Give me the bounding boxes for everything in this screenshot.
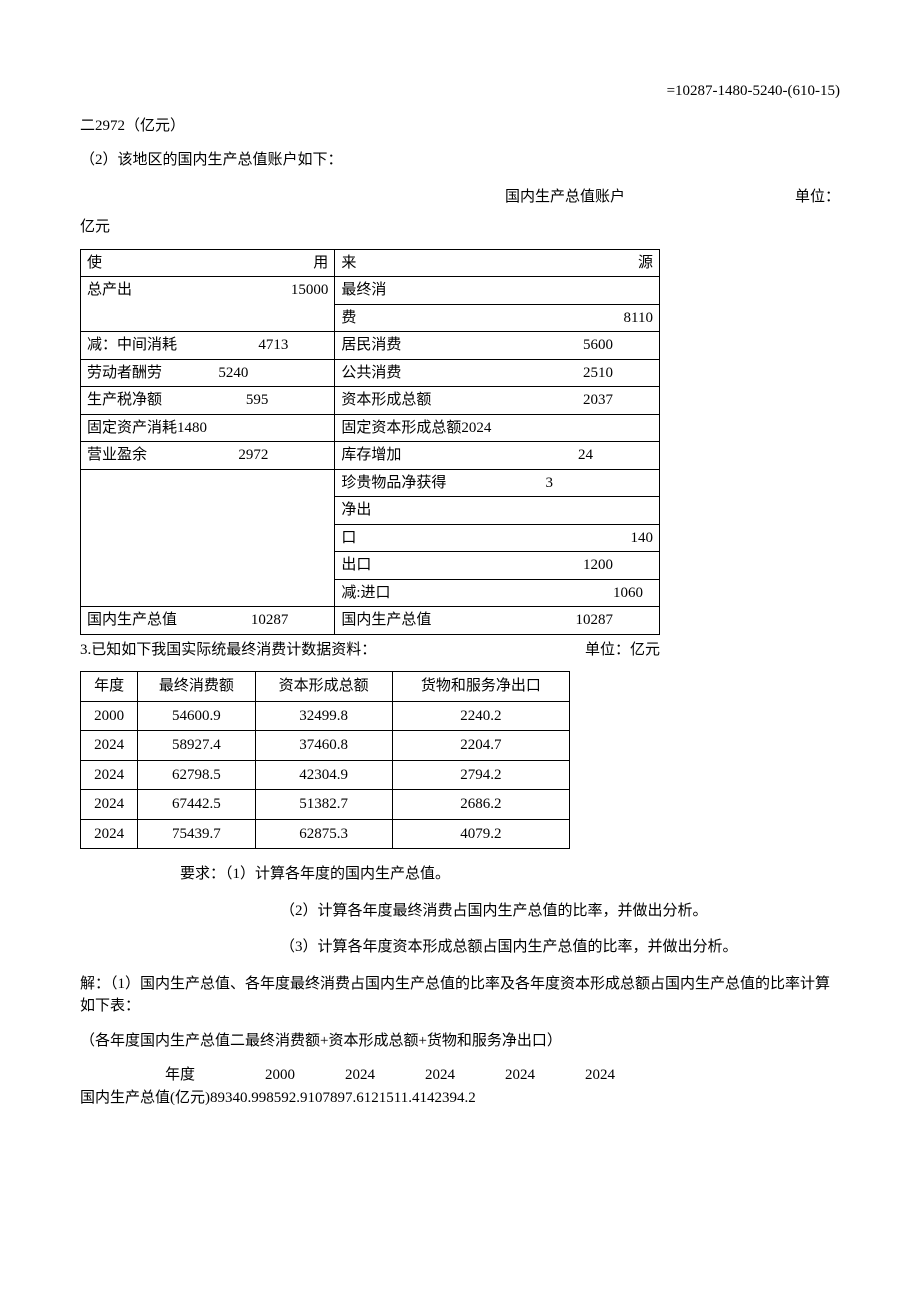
- col-capital-formation: 资本形成总额: [255, 672, 392, 702]
- table-cell: 生产税净额595: [81, 387, 335, 415]
- table-cell: 营业盈余2972: [81, 442, 335, 470]
- table-cell: 珍贵物品净获得3: [335, 469, 660, 497]
- requirements: 要求：（1）计算各年度的国内生产总值。 （2）计算各年度最终消费占国内生产总值的…: [180, 863, 840, 959]
- q3-line: 3.已知如下我国实际统最终消费计数据资料： 单位：亿元: [80, 639, 660, 662]
- formula-top: =10287-1480-5240-(610-15): [80, 80, 840, 103]
- table-cell: [81, 469, 335, 607]
- answer-table: 年度 2000 2024 2024 2024 2024 国内生产总值(亿元)89…: [80, 1064, 840, 1109]
- table-cell: 减：中间消耗4713: [81, 332, 335, 360]
- table-cell: 减:进口1060: [335, 579, 660, 607]
- ans-gdp-values: 89340.998592.9107897.6121511.4142394.2: [210, 1090, 476, 1106]
- table-cell: 劳动者酬劳5240: [81, 359, 335, 387]
- req-1: 要求：（1）计算各年度的国内生产总值。: [180, 863, 840, 886]
- table-cell: 费8110: [335, 304, 660, 332]
- table-cell: 总产出15000: [81, 277, 335, 332]
- table-cell: 净出: [335, 497, 660, 525]
- use-header: 使 用: [81, 249, 335, 277]
- account-title: 国内生产总值账户: [505, 186, 625, 209]
- solution-formula: （各年度国内生产总值二最终消费额+资本形成总额+货物和服务净出口）: [80, 1030, 840, 1053]
- account-unit: 单位：: [795, 186, 840, 209]
- ans-gdp-label: 国内生产总值(亿元): [80, 1090, 210, 1106]
- col-year: 年度: [81, 672, 138, 702]
- q3-text: 3.已知如下我国实际统最终消费计数据资料：: [80, 639, 376, 662]
- consumption-data-table: 年度 最终消费额 资本形成总额 货物和服务净出口 2000 54600.9 32…: [80, 671, 570, 849]
- account-title-line: 国内生产总值账户 单位：: [80, 186, 840, 209]
- table-row: 2024 58927.4 37460.8 2204.7: [81, 731, 570, 761]
- ans-year-label: 年度: [120, 1064, 240, 1087]
- table-row: 2024 67442.5 51382.7 2686.2: [81, 790, 570, 820]
- req-2: （2）计算各年度最终消费占国内生产总值的比率，并做出分析。: [280, 900, 840, 923]
- solution-intro: 解：（1）国内生产总值、各年度最终消费占国内生产总值的比率及各年度资本形成总额占…: [80, 973, 840, 1018]
- col-final-consumption: 最终消费额: [138, 672, 255, 702]
- q3-unit: 单位：亿元: [585, 639, 660, 662]
- req-3: （3）计算各年度资本形成总额占国内生产总值的比率，并做出分析。: [280, 936, 840, 959]
- account-intro: （2）该地区的国内生产总值账户如下：: [80, 149, 840, 172]
- table-cell: 口140: [335, 524, 660, 552]
- col-net-export: 货物和服务净出口: [392, 672, 569, 702]
- table-cell: 资本形成总额2037: [335, 387, 660, 415]
- table-cell: 最终消: [335, 277, 660, 305]
- table-cell: 固定资产消耗1480: [81, 414, 335, 442]
- table-row: 2024 75439.7 62875.3 4079.2: [81, 819, 570, 849]
- table-cell: 国内生产总值10287: [81, 607, 335, 635]
- table-cell: 居民消费5600: [335, 332, 660, 360]
- table-cell: 出口1200: [335, 552, 660, 580]
- table-cell: 库存增加24: [335, 442, 660, 470]
- table-row: 2000 54600.9 32499.8 2240.2: [81, 701, 570, 731]
- source-header: 来 源: [335, 249, 660, 277]
- gdp-account-table: 使 用 来 源 总产出15000 最终消 费8110 减：中间消耗4713 居民…: [80, 249, 660, 635]
- account-unit-2: 亿元: [80, 216, 840, 239]
- table-cell: 固定资本形成总额2024: [335, 414, 660, 442]
- table-cell: 公共消费2510: [335, 359, 660, 387]
- table-cell: 国内生产总值10287: [335, 607, 660, 635]
- table-row: 2024 62798.5 42304.9 2794.2: [81, 760, 570, 790]
- line-2972: 二2972（亿元）: [80, 115, 840, 138]
